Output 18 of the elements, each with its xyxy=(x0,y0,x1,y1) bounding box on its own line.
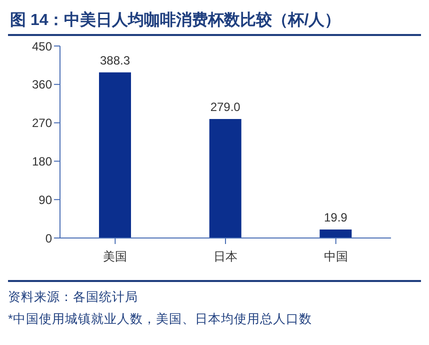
y-tick-label: 270 xyxy=(32,116,52,130)
y-tick-label: 0 xyxy=(45,231,52,246)
data-label: 19.9 xyxy=(324,210,348,225)
y-tick-label: 90 xyxy=(38,192,52,207)
bar xyxy=(320,230,352,238)
x-tick-label: 中国 xyxy=(324,250,348,264)
bar xyxy=(99,72,131,238)
text: 资料来源：各国统计局 xyxy=(8,289,139,306)
y-tick-label: 180 xyxy=(32,154,52,168)
y-tick-label: 360 xyxy=(32,78,52,92)
y-tick-label: 450 xyxy=(32,39,52,54)
data-label: 279.0 xyxy=(210,100,241,114)
text: *中国使用城镇就业人数，美国、日本均使用总人口数 xyxy=(8,311,313,328)
x-tick-label: 日本 xyxy=(214,250,238,264)
chart-title: 图 14：中美日人均咖啡消费杯数比较（杯/人） xyxy=(8,8,421,36)
data-label: 388.3 xyxy=(100,53,130,68)
x-tick-label: 美国 xyxy=(103,250,128,264)
bar xyxy=(209,118,242,238)
